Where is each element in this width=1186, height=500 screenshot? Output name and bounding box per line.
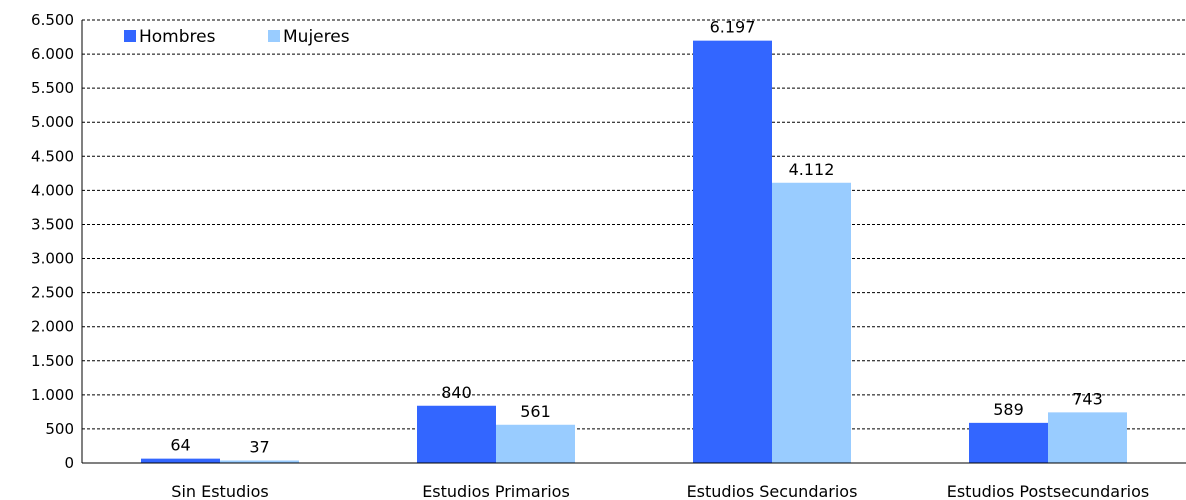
y-tick-label: 6.500 [31,11,74,29]
bar-mujeres [220,460,299,463]
bar-hombres [141,458,220,463]
gridlines [82,19,1186,430]
legend-label: Hombres [139,27,216,47]
legend-swatch-hombres [124,30,136,42]
data-label: 6.197 [710,18,756,37]
data-label: 840 [441,383,472,402]
x-axis-categories: Sin Estudios Estudios Primarios Estudios S… [171,482,1149,500]
bar-hombres [969,422,1048,463]
data-labels: 64 37 840 561 6.197 4.112 589 743 [170,18,1102,457]
y-axis-ticks: 0 500 1.000 1.500 2.000 2.500 3.000 3.500 4.000 4… [31,11,74,472]
data-label: 589 [993,400,1024,419]
bar-hombres [693,40,772,464]
y-tick-label: 500 [45,420,74,438]
data-label: 4.112 [789,160,835,179]
bar-mujeres [496,424,575,463]
y-tick-label: 6.000 [31,45,74,63]
x-category-label: Estudios Primarios [422,482,570,500]
x-category-label: Sin Estudios [171,482,268,500]
legend-swatch-mujeres [268,30,280,42]
y-tick-label: 1.500 [31,352,74,370]
bar-mujeres [772,182,851,463]
x-category-label: Estudios Postsecundarios [947,482,1150,500]
legend: Hombres Mujeres [124,27,350,47]
data-label: 743 [1072,389,1103,408]
x-category-label: Estudios Secundarios [687,482,858,500]
bar-hombres [417,405,496,463]
y-tick-label: 3.500 [31,215,74,233]
y-tick-label: 1.000 [31,386,74,404]
y-tick-label: 2.500 [31,284,74,302]
y-tick-label: 5.500 [31,79,74,97]
y-tick-label: 5.000 [31,113,74,131]
bar-mujeres [1048,412,1127,463]
legend-label: Mujeres [283,27,350,47]
data-label: 561 [520,402,551,421]
y-tick-label: 4.000 [31,181,74,199]
data-label: 64 [170,436,190,455]
y-tick-label: 4.500 [31,147,74,165]
y-tick-label: 2.000 [31,318,74,336]
data-label: 37 [249,437,269,456]
y-tick-label: 3.000 [31,250,74,268]
bars [141,40,1127,464]
y-tick-label: 0 [64,454,74,472]
